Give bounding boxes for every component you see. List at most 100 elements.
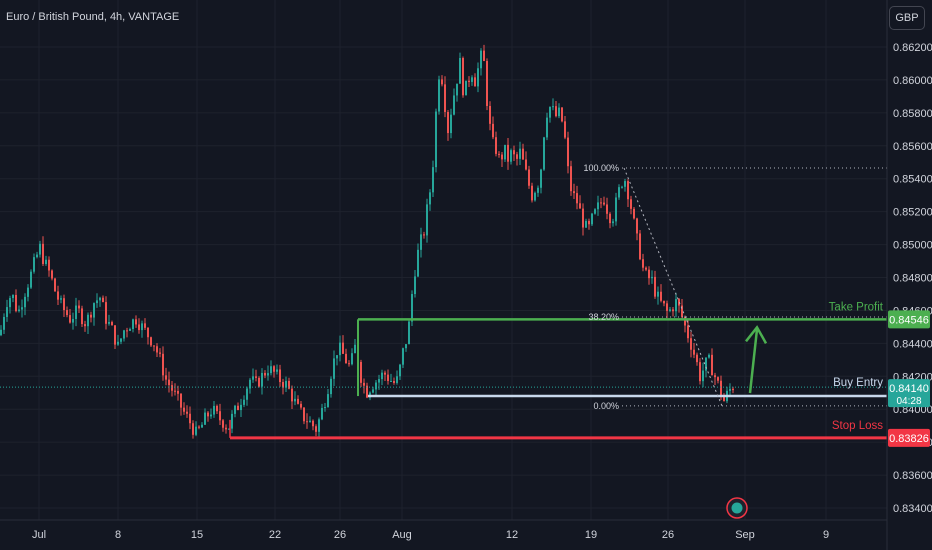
fib-level-label: 38.20%	[588, 312, 619, 322]
candle	[222, 418, 224, 432]
candle	[609, 212, 611, 229]
candle	[399, 363, 401, 380]
candle	[516, 151, 518, 166]
candle	[27, 284, 29, 302]
candle	[105, 296, 107, 330]
candle	[51, 269, 53, 281]
take-profit-price-marker: 0.84546	[888, 310, 930, 329]
candle	[291, 385, 293, 409]
candle	[126, 327, 128, 338]
candle	[495, 131, 497, 157]
candle	[63, 294, 65, 317]
price-tick-label: 0.84400	[893, 338, 932, 350]
candle	[375, 379, 377, 397]
candle	[621, 185, 623, 189]
candle	[723, 393, 725, 402]
candle	[381, 369, 383, 386]
candle	[630, 195, 632, 215]
time-tick-label: 26	[334, 529, 346, 541]
candle	[174, 383, 176, 396]
time-axis[interactable]: Jul 8 15 22 26 Aug 12 19 26 Sep 9	[32, 529, 829, 541]
candle	[213, 400, 215, 418]
event-icon[interactable]	[726, 497, 748, 519]
candle	[426, 198, 428, 243]
candle	[552, 98, 554, 111]
candle	[432, 160, 434, 198]
candle	[570, 160, 572, 196]
candle	[3, 313, 5, 334]
candle	[666, 300, 668, 319]
price-tick-label: 0.83400	[893, 503, 932, 515]
candle	[228, 428, 230, 430]
candle	[54, 277, 56, 292]
candle	[534, 191, 536, 202]
candles	[0, 44, 734, 439]
candle	[321, 403, 323, 421]
time-tick-label: Sep	[735, 529, 755, 541]
time-tick-label: Jul	[32, 529, 46, 541]
price-tick-label: 0.85800	[893, 108, 932, 120]
candle	[483, 44, 485, 62]
candle	[249, 377, 251, 394]
candle	[78, 300, 80, 313]
candle	[360, 359, 362, 387]
svg-text:0.84546: 0.84546	[889, 314, 929, 326]
candle	[540, 168, 542, 194]
candle	[270, 360, 272, 376]
candle	[402, 347, 404, 368]
candle	[99, 296, 101, 307]
candle	[195, 421, 197, 437]
candle	[597, 195, 599, 216]
candle	[558, 103, 560, 119]
candle	[504, 144, 506, 162]
candle	[339, 335, 341, 362]
candle	[732, 386, 734, 394]
candle	[210, 408, 212, 419]
candle	[396, 370, 398, 385]
candle	[492, 116, 494, 140]
candle	[309, 416, 311, 423]
candle	[180, 393, 182, 416]
candle	[519, 141, 521, 166]
candle	[0, 325, 2, 337]
candle	[456, 83, 458, 102]
annotations: Take Profit Buy Entry Stop Loss	[745, 301, 884, 432]
time-tick-label: 8	[115, 529, 121, 541]
time-tick-label: 12	[506, 529, 518, 541]
candle	[663, 300, 665, 307]
candle	[543, 136, 545, 171]
time-tick-label: Aug	[392, 529, 412, 541]
candle	[192, 420, 194, 439]
buy-entry-label: Buy Entry	[833, 377, 883, 389]
candle	[486, 58, 488, 111]
candle	[522, 143, 524, 160]
candle	[528, 165, 530, 189]
candle	[294, 391, 296, 406]
candle	[252, 368, 254, 383]
grid	[0, 0, 887, 520]
candle	[267, 365, 269, 381]
candle	[48, 256, 50, 277]
candle	[288, 377, 290, 390]
candle	[612, 218, 614, 227]
candle	[480, 48, 482, 76]
fibonacci-retracement[interactable]: 100.00% 38.20% 0.00%	[583, 163, 887, 411]
candle	[390, 373, 392, 383]
candle	[111, 320, 113, 326]
candle	[138, 318, 140, 334]
candle	[57, 285, 59, 305]
candle	[513, 145, 515, 162]
candle	[471, 75, 473, 86]
candle	[348, 360, 350, 367]
candle	[354, 338, 356, 354]
candle	[411, 290, 413, 327]
candle	[336, 355, 338, 366]
candle	[555, 100, 557, 118]
candle	[576, 185, 578, 210]
candle	[21, 299, 23, 318]
candle	[84, 320, 86, 332]
candle	[264, 370, 266, 379]
currency-selector[interactable]: GBP	[889, 6, 925, 30]
candle	[147, 327, 149, 345]
